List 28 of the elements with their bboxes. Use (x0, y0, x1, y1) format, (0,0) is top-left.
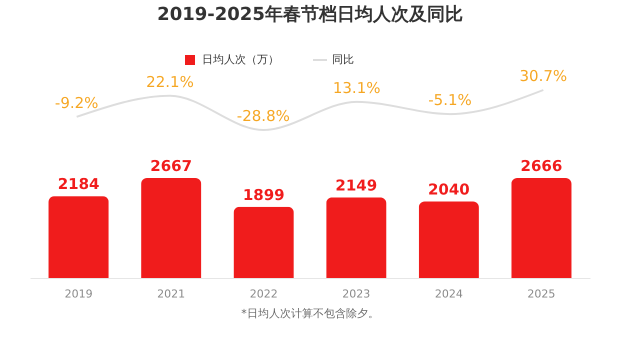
data-label: 30.7% (520, 67, 568, 85)
data-label: 2149 (335, 176, 378, 194)
data-label: 1899 (242, 186, 285, 204)
x-tick-label: 2023 (342, 288, 370, 300)
data-label: 2666 (520, 157, 562, 176)
data-label: -5.1% (428, 91, 472, 110)
bar (511, 178, 572, 278)
data-label: 22.1% (146, 72, 194, 91)
chart-title: 2019-2025年春节档日均人次及同比 (157, 4, 463, 25)
x-tick-label: 2019 (64, 288, 93, 300)
legend-label: 日均人次（万） (202, 53, 279, 66)
data-label: -9.2% (54, 94, 98, 112)
legend-label: 同比 (332, 53, 354, 66)
x-tick-label: 2021 (157, 288, 186, 300)
x-tick-label: 2024 (434, 288, 463, 300)
data-label: 2667 (150, 157, 192, 175)
bar (48, 196, 109, 278)
x-tick-label: 2022 (250, 288, 278, 300)
x-tick-label: 2025 (527, 288, 556, 300)
bar (326, 197, 386, 278)
bar (418, 202, 479, 278)
data-label: 13.1% (332, 78, 380, 97)
data-label: 2184 (58, 175, 100, 194)
bar (234, 206, 294, 278)
data-label: 2040 (428, 180, 470, 199)
data-label: -28.8% (236, 107, 290, 125)
text: *日均人次计算不包含除夕。 (241, 307, 379, 320)
bar (141, 178, 202, 278)
